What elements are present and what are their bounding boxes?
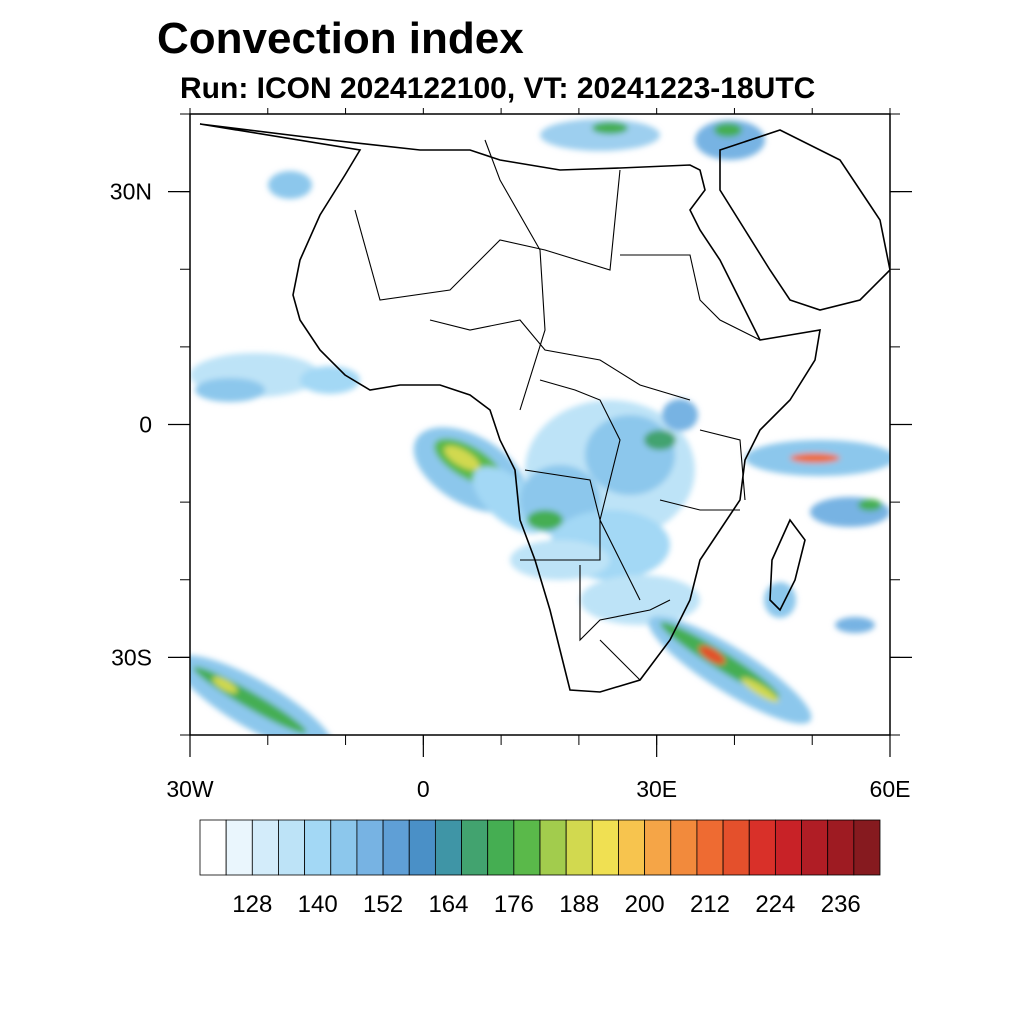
colorbar-label: 224 <box>755 891 795 918</box>
colorbar: 128 140 152 164 176 188 200 212 224 236 <box>199 819 881 918</box>
colorbar-swatch <box>748 819 776 876</box>
country-borders <box>354 139 761 681</box>
colorbar-swatch <box>722 819 750 876</box>
colorbar-swatch <box>434 819 462 876</box>
lon-tick-label: 30E <box>636 776 677 802</box>
colorbar-swatch <box>827 819 855 876</box>
colorbar-swatch <box>591 819 619 876</box>
colorbar-swatch <box>330 819 358 876</box>
colorbar-swatch <box>461 819 489 876</box>
colorbar-swatch <box>565 819 593 876</box>
colorbar-label: 164 <box>428 891 468 918</box>
colorbar-swatch <box>670 819 698 876</box>
plot-frame <box>189 113 891 736</box>
colorbar-swatch <box>304 819 332 876</box>
lat-tick-label: 30N <box>110 179 152 205</box>
colorbar-swatch <box>356 819 384 876</box>
colorbar-swatch <box>539 819 567 876</box>
colorbar-swatch <box>696 819 724 876</box>
colorbar-swatch <box>199 819 227 876</box>
colorbar-swatch <box>278 819 306 876</box>
axis-ticks: 30W 0 30E 60E 30N 0 30S <box>110 108 912 802</box>
map-title: Convection index <box>157 14 524 63</box>
colorbar-label: 152 <box>363 891 403 918</box>
colorbar-label: 128 <box>232 891 272 918</box>
lat-tick-label: 0 <box>139 412 152 438</box>
coastlines <box>199 123 890 693</box>
colorbar-swatch <box>225 819 253 876</box>
colorbar-swatch <box>801 819 829 876</box>
lon-tick-label: 30W <box>166 776 214 802</box>
colorbar-label: 188 <box>559 891 599 918</box>
colorbar-label: 200 <box>625 891 665 918</box>
colorbar-swatch <box>382 819 410 876</box>
colorbar-swatch <box>618 819 646 876</box>
colorbar-swatch <box>251 819 279 876</box>
lon-tick-label: 60E <box>870 776 911 802</box>
colorbar-label: 140 <box>298 891 338 918</box>
colorbar-label: 236 <box>821 891 861 918</box>
colorbar-label: 212 <box>690 891 730 918</box>
colorbar-swatch <box>853 819 881 876</box>
colorbar-swatch <box>774 819 802 876</box>
colorbar-swatch <box>487 819 515 876</box>
colorbar-swatch <box>513 819 541 876</box>
colorbar-swatch <box>408 819 436 876</box>
convection-field <box>190 119 890 735</box>
lon-tick-label: 0 <box>417 776 430 802</box>
map-subtitle: Run: ICON 2024122100, VT: 20241223-18UTC <box>180 72 816 105</box>
lat-tick-label: 30S <box>111 644 152 670</box>
colorbar-swatch <box>644 819 672 876</box>
colorbar-label: 176 <box>494 891 534 918</box>
